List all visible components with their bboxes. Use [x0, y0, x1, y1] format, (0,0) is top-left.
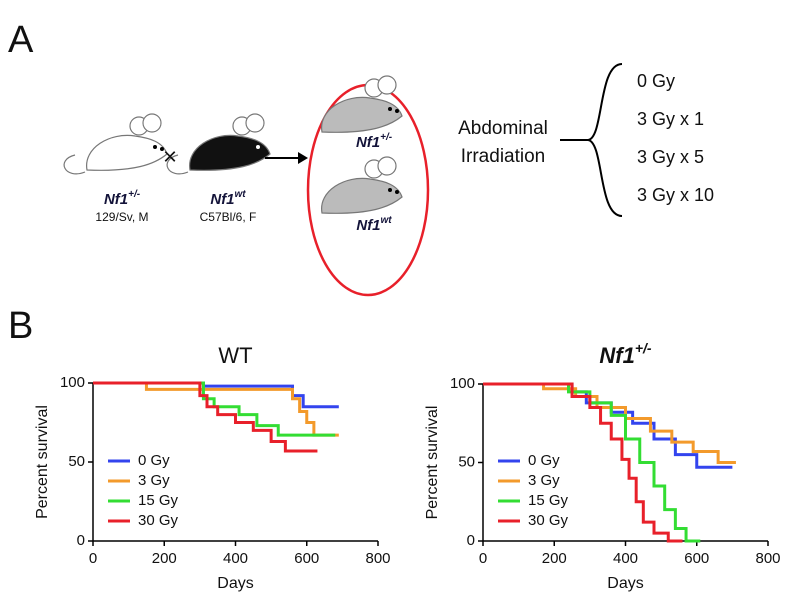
mouse — [321, 75, 403, 133]
x-axis-label: Days — [217, 575, 253, 592]
brace — [587, 63, 623, 217]
legend-label: 0 Gy — [528, 452, 560, 469]
dose-label: 3 Gy x 5 — [637, 147, 704, 167]
x-tick-label: 600 — [294, 550, 319, 567]
y-tick-label: 0 — [467, 532, 475, 549]
treatment-label: Abdominal — [458, 118, 548, 139]
genotype-label: Nf1wt — [356, 215, 392, 234]
survival-curve — [483, 382, 683, 543]
legend-label: 30 Gy — [138, 512, 179, 529]
strain-label: C57Bl/6, F — [200, 210, 257, 224]
cross-symbol: × — [163, 143, 177, 170]
genotype-label: Nf1+/- — [104, 189, 141, 208]
dose-label: 3 Gy x 1 — [637, 109, 704, 129]
survival-curve — [483, 382, 736, 464]
chart-title: WT — [218, 343, 252, 368]
x-tick-label: 800 — [365, 550, 390, 567]
x-axis-label: Days — [607, 575, 643, 592]
panel-label: B — [8, 305, 33, 347]
dose-label: 0 Gy — [637, 71, 675, 91]
genotype-label: Nf1wt — [210, 189, 246, 208]
mouse — [63, 113, 168, 175]
panel-label: A — [8, 19, 34, 61]
legend-label: 15 Gy — [138, 492, 179, 509]
legend-label: 3 Gy — [528, 472, 560, 489]
x-tick-label: 400 — [613, 550, 638, 567]
title-text: Nf1 — [599, 343, 634, 368]
x-tick-label: 0 — [479, 550, 487, 567]
survival-curve — [483, 382, 733, 469]
arrow-head — [298, 152, 308, 164]
x-tick-label: 800 — [755, 550, 780, 567]
y-tick-label: 50 — [68, 453, 85, 470]
title-text: WT — [218, 343, 252, 368]
survival-curve — [483, 382, 701, 543]
y-tick-label: 0 — [77, 532, 85, 549]
x-tick-label: 200 — [542, 550, 567, 567]
x-tick-label: 200 — [152, 550, 177, 567]
y-tick-label: 100 — [60, 374, 85, 391]
legend-label: 0 Gy — [138, 452, 170, 469]
mouse — [166, 113, 271, 175]
x-tick-label: 600 — [684, 550, 709, 567]
genotype-label: Nf1+/- — [356, 132, 393, 151]
survival-curve — [93, 381, 339, 409]
y-axis-label: Percent survival — [34, 405, 51, 519]
mouse — [321, 156, 403, 214]
chart-title: Nf1+/- — [599, 340, 652, 368]
y-axis-label: Percent survival — [424, 406, 441, 520]
y-tick-label: 100 — [450, 375, 475, 392]
legend-label: 30 Gy — [528, 512, 569, 529]
survival-curve — [93, 381, 339, 437]
title-superscript: +/- — [635, 340, 652, 356]
y-tick-label: 50 — [458, 453, 475, 470]
treatment-label: Irradiation — [461, 146, 546, 167]
strain-label: 129/Sv, M — [95, 210, 148, 224]
x-tick-label: 0 — [89, 550, 97, 567]
x-tick-label: 400 — [223, 550, 248, 567]
legend-label: 3 Gy — [138, 472, 170, 489]
survival-curve — [93, 381, 318, 453]
dose-label: 3 Gy x 10 — [637, 185, 714, 205]
legend-label: 15 Gy — [528, 492, 569, 509]
